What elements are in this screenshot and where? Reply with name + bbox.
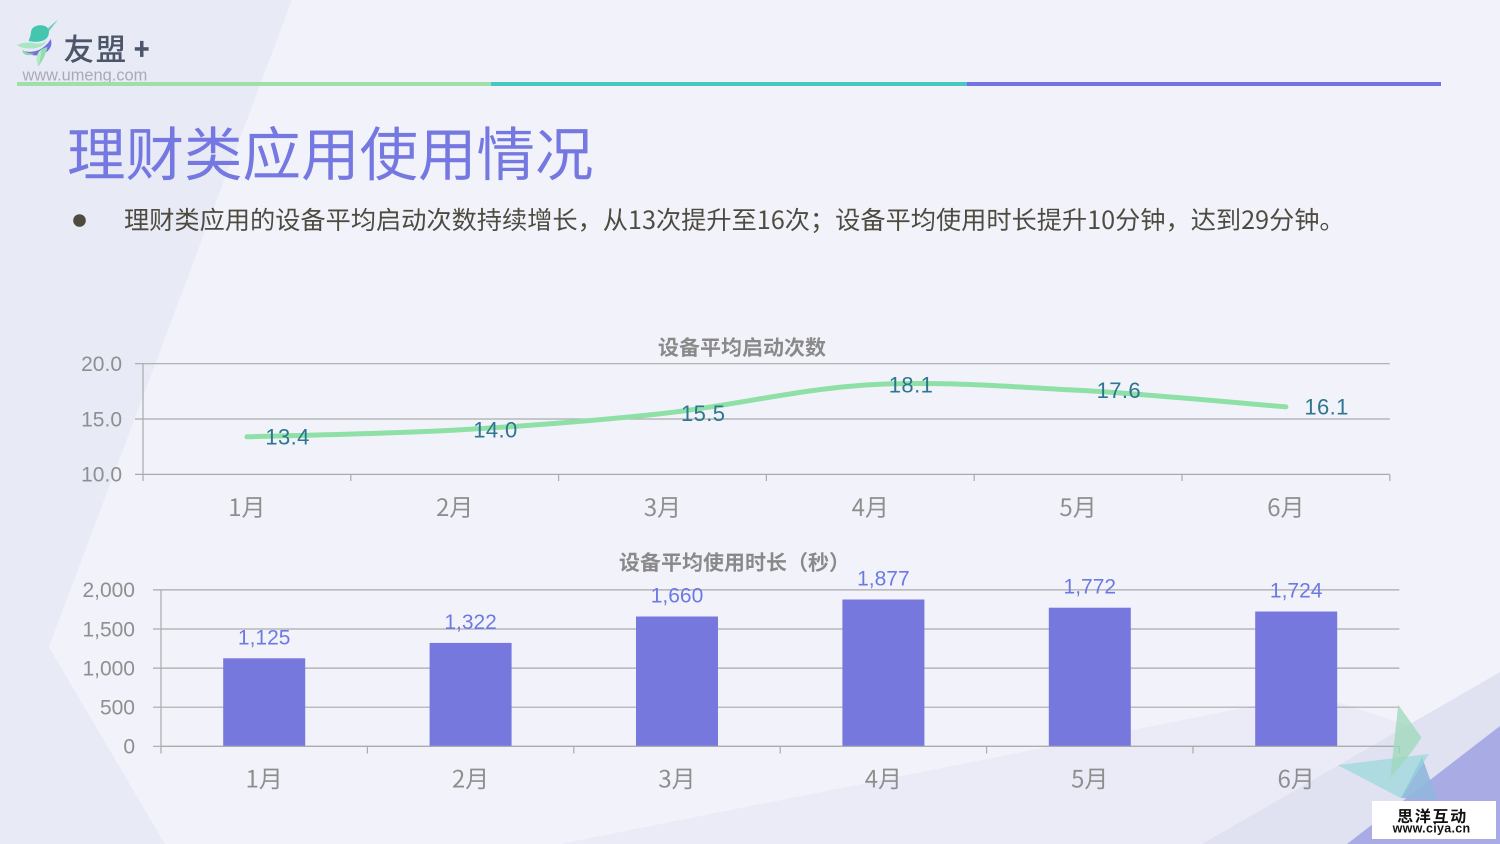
svg-text:2,000: 2,000	[82, 579, 135, 602]
svg-text:15.5: 15.5	[681, 401, 725, 426]
svg-text:500: 500	[100, 697, 135, 720]
svg-text:1,660: 1,660	[651, 585, 704, 608]
svg-text:1,724: 1,724	[1270, 580, 1323, 603]
svg-text:1,877: 1,877	[857, 568, 910, 591]
svg-text:1,000: 1,000	[82, 657, 135, 680]
svg-text:1,500: 1,500	[82, 618, 135, 641]
svg-text:10.0: 10.0	[81, 464, 122, 487]
svg-text:1,322: 1,322	[444, 611, 497, 634]
svg-text:13.4: 13.4	[265, 424, 309, 449]
svg-text:17.6: 17.6	[1097, 378, 1141, 403]
svg-text:15.0: 15.0	[81, 408, 122, 431]
svg-text:www.ciya.cn: www.ciya.cn	[1392, 821, 1471, 835]
svg-text:1,772: 1,772	[1064, 576, 1117, 599]
svg-text:www.umeng.com: www.umeng.com	[22, 67, 148, 85]
svg-text:20.0: 20.0	[81, 353, 122, 376]
svg-text:16.1: 16.1	[1304, 395, 1348, 420]
svg-text:18.1: 18.1	[889, 372, 933, 397]
svg-text:14.0: 14.0	[473, 418, 517, 443]
svg-text:0: 0	[123, 736, 135, 759]
svg-text:1,125: 1,125	[238, 626, 291, 649]
